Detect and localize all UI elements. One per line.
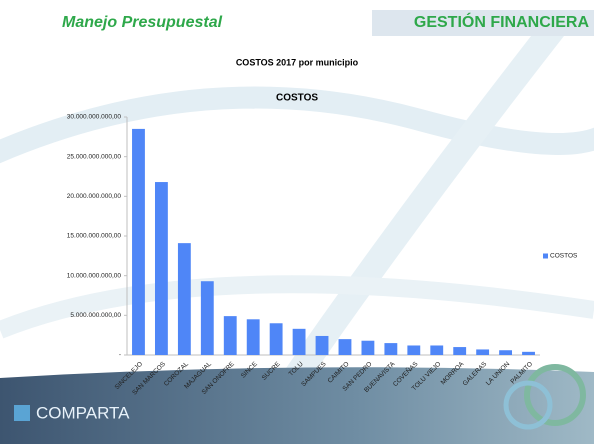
chart-subtitle: COSTOS [276, 93, 318, 104]
bar [361, 340, 375, 355]
bar [246, 319, 260, 355]
bar [315, 335, 329, 355]
decor-ring [503, 380, 553, 430]
bar [384, 343, 398, 355]
y-tick-label: 15.000.000.000,00 [67, 233, 122, 240]
y-tick-label: - [119, 352, 121, 359]
bar [522, 351, 535, 355]
legend-swatch [543, 253, 548, 259]
bar [499, 350, 513, 355]
chart-title: COSTOS 2017 por municipio [236, 57, 359, 67]
y-tick-label: 30.000.000.000,00 [67, 114, 122, 121]
bar [177, 243, 191, 355]
legend-label: COSTOS [550, 253, 578, 260]
logo-icon [14, 405, 30, 421]
footer-logo: COMPARTA [36, 403, 130, 422]
bar [430, 345, 444, 355]
swoosh [0, 86, 594, 164]
swoosh [0, 275, 594, 339]
bar [200, 281, 214, 355]
header-right: GESTIÓN FINANCIERA [414, 12, 590, 31]
y-tick-label: 5.000.000.000,00 [70, 312, 121, 319]
y-tick-label: 20.000.000.000,00 [67, 193, 122, 200]
decor-ring [524, 364, 586, 426]
bar [453, 347, 467, 355]
bar [407, 345, 421, 355]
bar [476, 349, 490, 355]
bar [338, 339, 352, 355]
footer-band [0, 367, 594, 444]
header-left: Manejo Presupuestal [62, 14, 223, 31]
bar [154, 182, 168, 355]
header-box [372, 10, 594, 36]
bar [292, 328, 306, 355]
y-tick-label: 25.000.000.000,00 [67, 153, 122, 160]
bar [132, 128, 145, 355]
y-tick-label: 10.000.000.000,00 [67, 272, 122, 279]
bar [269, 323, 283, 355]
bar [223, 316, 237, 355]
